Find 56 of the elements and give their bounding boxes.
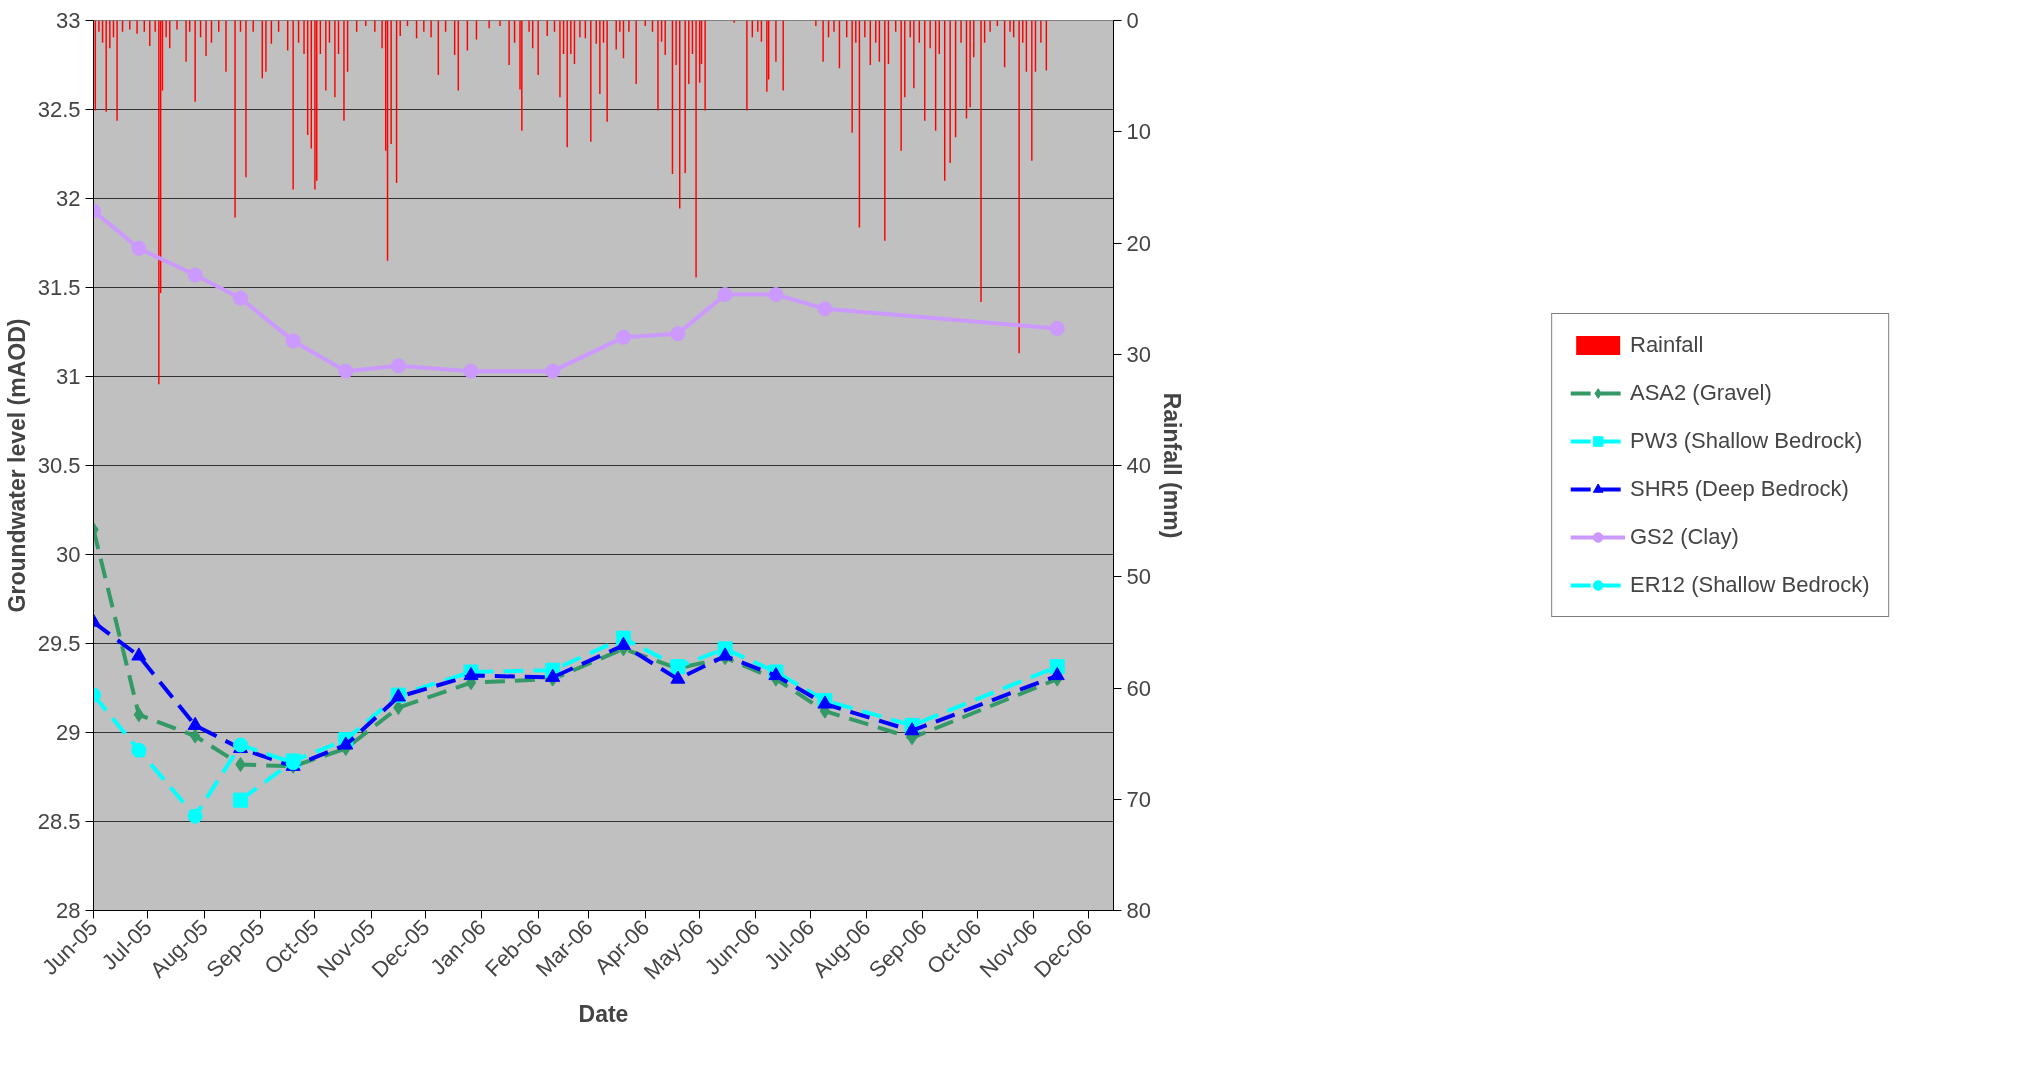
point [615, 329, 631, 345]
point [670, 670, 686, 684]
point [233, 290, 249, 306]
y2-tick-label: 70 [1126, 786, 1151, 812]
point [1049, 320, 1065, 336]
legend-label: SHR5 (Deep Bedrock) [1629, 476, 1849, 502]
x-axis-title: Date [578, 1001, 629, 1028]
legend-label: ASA2 (Gravel) [1629, 380, 1772, 406]
y-axis-title: Groundwater level (mAOD) [3, 318, 30, 613]
y-tick-label: 29 [56, 720, 81, 745]
point [338, 363, 354, 379]
y-tick-label: 33 [56, 8, 81, 33]
y-tick-label: 32.5 [37, 97, 81, 122]
y2-tick-label: 60 [1126, 675, 1151, 701]
legend-label: ER12 (Shallow Bedrock) [1629, 572, 1870, 598]
point [768, 287, 784, 303]
point [670, 326, 686, 342]
point [545, 363, 561, 379]
point [717, 287, 733, 303]
point [187, 808, 203, 824]
y2-tick-label: 40 [1126, 453, 1151, 478]
point [1049, 666, 1065, 681]
point [131, 742, 147, 758]
y2-tick-label: 10 [1126, 119, 1151, 145]
point [904, 722, 920, 736]
y-tick-label: 28 [56, 898, 81, 923]
y2-tick-label: 80 [1126, 898, 1151, 923]
point [233, 792, 249, 808]
y2-tick-label: 20 [1126, 230, 1151, 256]
point [717, 647, 733, 661]
point [189, 728, 201, 744]
point [131, 240, 147, 256]
point [390, 358, 406, 374]
y-tick-label: 31 [56, 364, 81, 389]
point [133, 707, 145, 723]
y2-tick-label: 50 [1126, 564, 1151, 590]
y-tick-label: 29.5 [37, 631, 81, 656]
y2-tick-label: 0 [1126, 8, 1139, 33]
y-tick-label: 28.5 [37, 809, 81, 834]
legend-label: GS2 (Clay) [1629, 524, 1739, 550]
legend-label: Rainfall [1629, 332, 1704, 358]
y2-tick-label: 30 [1126, 341, 1151, 367]
point [817, 301, 833, 317]
legend-label: PW3 (Shallow Bedrock) [1629, 428, 1863, 454]
y2-axis-title: Rainfall (mm) [1158, 392, 1185, 539]
y-tick-label: 30 [56, 542, 81, 567]
y-tick-label: 31.5 [37, 275, 81, 300]
point [338, 736, 354, 750]
point [187, 716, 203, 730]
point [545, 668, 561, 682]
point [187, 267, 203, 283]
point [285, 333, 301, 349]
point [463, 363, 479, 379]
y-tick-label: 32 [56, 186, 81, 211]
point [131, 647, 147, 661]
y-tick-label: 30.5 [37, 453, 81, 478]
